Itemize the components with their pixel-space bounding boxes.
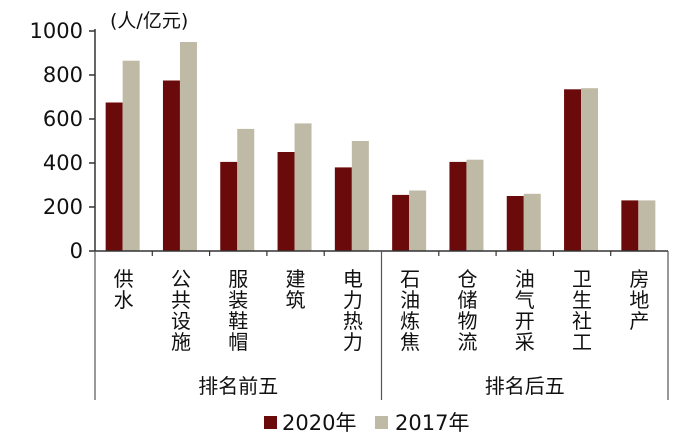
legend-label: 2017年 [395, 411, 469, 435]
category-label: 服装鞋帽 [228, 267, 248, 354]
category-label: 石油炼焦 [400, 267, 420, 354]
bar-series1 [621, 200, 639, 251]
bars [105, 42, 656, 252]
y-tick-label: 600 [43, 107, 83, 131]
bar-series1 [220, 161, 238, 251]
bar-series2 [179, 42, 197, 251]
bar-series1 [162, 80, 180, 251]
bar-series2 [581, 88, 599, 251]
category-label: 油气开采 [515, 267, 535, 354]
y-axis: 0 200 400 600 800 1000 [30, 19, 96, 263]
bar-series1 [506, 196, 524, 251]
bar-series2 [638, 200, 656, 251]
bar-series2 [466, 159, 484, 251]
bar-series2 [409, 190, 427, 251]
legend-swatch [375, 416, 388, 429]
bar-series2 [122, 60, 140, 252]
bar-series1 [392, 194, 410, 251]
y-tick-label: 400 [43, 151, 83, 175]
category-label: 建筑 [286, 267, 306, 312]
category-label: 公共设施 [171, 267, 191, 354]
legend-swatch [264, 416, 277, 429]
y-tick-label: 200 [43, 195, 83, 219]
category-label: 电力热力 [343, 267, 363, 354]
bar-series2 [294, 123, 312, 251]
category-label: 房地产 [629, 267, 649, 333]
category-label: 仓储物流 [457, 267, 477, 354]
y-tick-label: 0 [70, 239, 83, 263]
group-label: 排名后五 [485, 374, 565, 398]
bar-series1 [277, 152, 295, 251]
y-tick-label: 800 [43, 63, 83, 87]
bar-series1 [105, 102, 123, 251]
legend-label: 2020年 [282, 411, 356, 435]
group-label: 排名前五 [198, 374, 278, 398]
legend: 2020年 2017年 [264, 411, 469, 435]
y-tick-label: 1000 [30, 19, 83, 43]
bar-series2 [523, 193, 541, 251]
bar-series2 [351, 141, 369, 251]
unit-label: (人/亿元) [110, 10, 188, 32]
bar-series1 [449, 161, 467, 251]
category-label: 卫生社工 [572, 267, 592, 354]
bar-series2 [237, 128, 255, 251]
category-label: 供水 [114, 267, 134, 312]
bar-series1 [334, 167, 352, 251]
bar-series1 [564, 89, 582, 251]
